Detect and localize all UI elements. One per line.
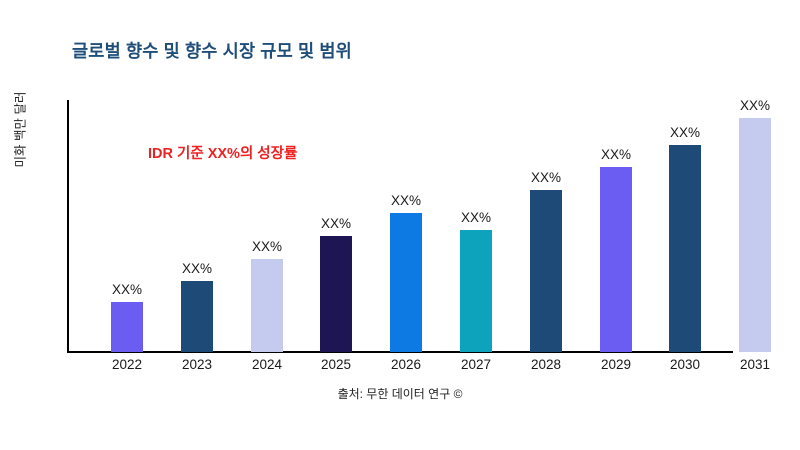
bar-value-label: XX%: [320, 216, 352, 231]
bar-value-label: XX%: [251, 239, 283, 254]
source-note: 출처: 무한 데이터 연구 ©: [337, 387, 463, 401]
bar-2028[interactable]: XX%: [530, 170, 562, 352]
bar-rect: [251, 259, 283, 352]
bar-value-label: XX%: [181, 261, 213, 276]
bar-rect: [390, 213, 422, 352]
x-tick-label-2022: 2022: [111, 357, 143, 372]
bar-rect: [669, 145, 701, 352]
bar-rect: [460, 230, 492, 352]
plot-area: [67, 100, 733, 353]
bar-2026[interactable]: XX%: [390, 193, 422, 352]
bar-2029[interactable]: XX%: [600, 147, 632, 352]
x-axis-tick-labels: 2022 2023 2024 2025 2026 2027 2028 2029 2030 2031: [0, 357, 800, 379]
y-axis-label: 미화 백만 달러: [13, 91, 28, 168]
bar-value-label: XX%: [739, 98, 771, 113]
bar-2025[interactable]: XX%: [320, 216, 352, 352]
x-tick-label-2028: 2028: [530, 357, 562, 372]
x-tick-label-2023: 2023: [181, 357, 213, 372]
x-tick-label-2031: 2031: [739, 357, 771, 372]
bar-value-label: XX%: [600, 147, 632, 162]
x-tick-label-2026: 2026: [390, 357, 422, 372]
bar-value-label: XX%: [111, 282, 143, 297]
bar-value-label: XX%: [390, 193, 422, 208]
bar-rect: [530, 190, 562, 352]
x-tick-label-2025: 2025: [320, 357, 352, 372]
bar-rect: [739, 118, 771, 352]
y-axis-line: [67, 100, 69, 353]
x-tick-label-2029: 2029: [600, 357, 632, 372]
bar-value-label: XX%: [669, 125, 701, 140]
x-tick-label-2030: 2030: [669, 357, 701, 372]
chart-title: 글로벌 향수 및 향수 시장 규모 및 범위: [72, 41, 352, 61]
bar-value-label: XX%: [530, 170, 562, 185]
x-axis-line: [67, 351, 733, 353]
growth-rate-annotation: IDR 기준 XX%의 성장률: [148, 146, 298, 162]
x-tick-label-2024: 2024: [251, 357, 283, 372]
bar-2023[interactable]: XX%: [181, 261, 213, 352]
bar-rect: [181, 281, 213, 352]
bar-2031[interactable]: XX%: [739, 98, 771, 352]
bar-2027[interactable]: XX%: [460, 210, 492, 352]
bar-rect: [600, 167, 632, 352]
bar-rect: [320, 236, 352, 352]
bar-rect: [111, 302, 143, 352]
bar-2030[interactable]: XX%: [669, 125, 701, 352]
x-tick-label-2027: 2027: [460, 357, 492, 372]
bar-2022[interactable]: XX%: [111, 282, 143, 352]
bar-2024[interactable]: XX%: [251, 239, 283, 352]
bar-value-label: XX%: [460, 210, 492, 225]
